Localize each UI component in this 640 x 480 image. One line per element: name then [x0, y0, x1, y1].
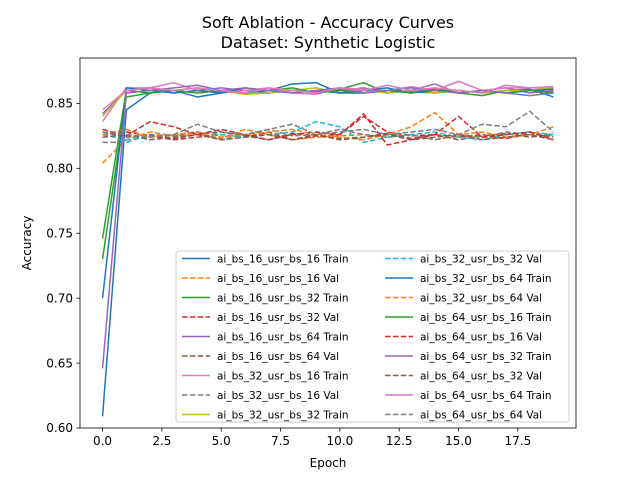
legend-label-17: ai_bs_64_usr_bs_64 Train	[420, 390, 552, 402]
series-layer	[101, 80, 554, 417]
legend-label-18: ai_bs_64_usr_bs_64 Val	[420, 409, 542, 421]
legend: ai_bs_16_usr_bs_16 Train ai_bs_16_usr_bs_…	[175, 250, 570, 423]
legend-label-8: ai_bs_32_usr_bs_16 Val	[217, 390, 339, 402]
x-tick-label: 17.5	[504, 434, 531, 448]
legend-label-1: ai_bs_16_usr_bs_16 Train	[217, 253, 349, 265]
legend-label-16: ai_bs_64_usr_bs_32 Val	[420, 370, 542, 382]
legend-label-3: ai_bs_16_usr_bs_32 Train	[217, 292, 349, 304]
y-tick-label: 0.85	[46, 97, 73, 111]
series-line-4	[102, 115, 554, 141]
series-line-8	[102, 128, 554, 144]
y-tick-label: 0.70	[46, 291, 73, 305]
legend-label-7: ai_bs_32_usr_bs_16 Train	[217, 370, 349, 382]
y-axis-label: Accuracy	[20, 216, 34, 271]
legend-label-10: ai_bs_32_usr_bs_32 Val	[420, 253, 542, 265]
y-tick-label: 0.60	[46, 421, 73, 435]
y-tick-label: 0.65	[46, 356, 73, 370]
plot-frame	[79, 57, 577, 429]
x-tick-label: 15.0	[445, 434, 472, 448]
legend-label-12: ai_bs_32_usr_bs_64 Val	[420, 292, 542, 304]
x-tick-label: 2.5	[152, 434, 171, 448]
series-line-15	[101, 84, 554, 369]
chart-title: Soft Ablation - Accuracy Curves	[202, 13, 454, 32]
x-tick-label: 7.5	[271, 434, 290, 448]
legend-box	[175, 250, 570, 423]
legend-label-13: ai_bs_64_usr_bs_16 Train	[420, 312, 552, 324]
legend-label-9: ai_bs_32_usr_bs_32 Train	[217, 409, 349, 421]
y-tick-label: 0.75	[46, 226, 73, 240]
x-axis-ticks: 0.0 2.5 5.0 7.5 10.0 12.5 15.0 17.5	[93, 428, 531, 448]
legend-label-5: ai_bs_16_usr_bs_64 Train	[217, 331, 349, 343]
x-tick-label: 5.0	[212, 434, 231, 448]
y-tick-label: 0.80	[46, 162, 73, 176]
legend-label-15: ai_bs_64_usr_bs_32 Train	[420, 351, 552, 363]
series-line-16	[102, 133, 554, 141]
legend-label-14: ai_bs_64_usr_bs_16 Val	[420, 331, 542, 343]
series-line-18	[102, 110, 554, 138]
x-tick-label: 12.5	[386, 434, 413, 448]
legend-label-2: ai_bs_16_usr_bs_16 Val	[217, 273, 339, 285]
series-line-17	[102, 84, 554, 111]
legend-items: ai_bs_16_usr_bs_16 Train ai_bs_16_usr_bs_…	[182, 253, 552, 421]
legend-label-11: ai_bs_32_usr_bs_64 Train	[420, 273, 552, 285]
chart-subtitle: Dataset: Synthetic Logistic	[221, 33, 436, 52]
y-axis-ticks: 0.60 0.65 0.70 0.75 0.80 0.85	[46, 97, 80, 435]
series-line-10	[102, 120, 554, 144]
x-tick-label: 10.0	[327, 434, 354, 448]
legend-label-4: ai_bs_16_usr_bs_32 Val	[217, 312, 339, 324]
x-axis-label: Epoch	[310, 456, 347, 470]
legend-label-6: ai_bs_16_usr_bs_64 Val	[217, 351, 339, 363]
x-tick-label: 0.0	[93, 434, 112, 448]
series-line-12	[102, 111, 554, 141]
